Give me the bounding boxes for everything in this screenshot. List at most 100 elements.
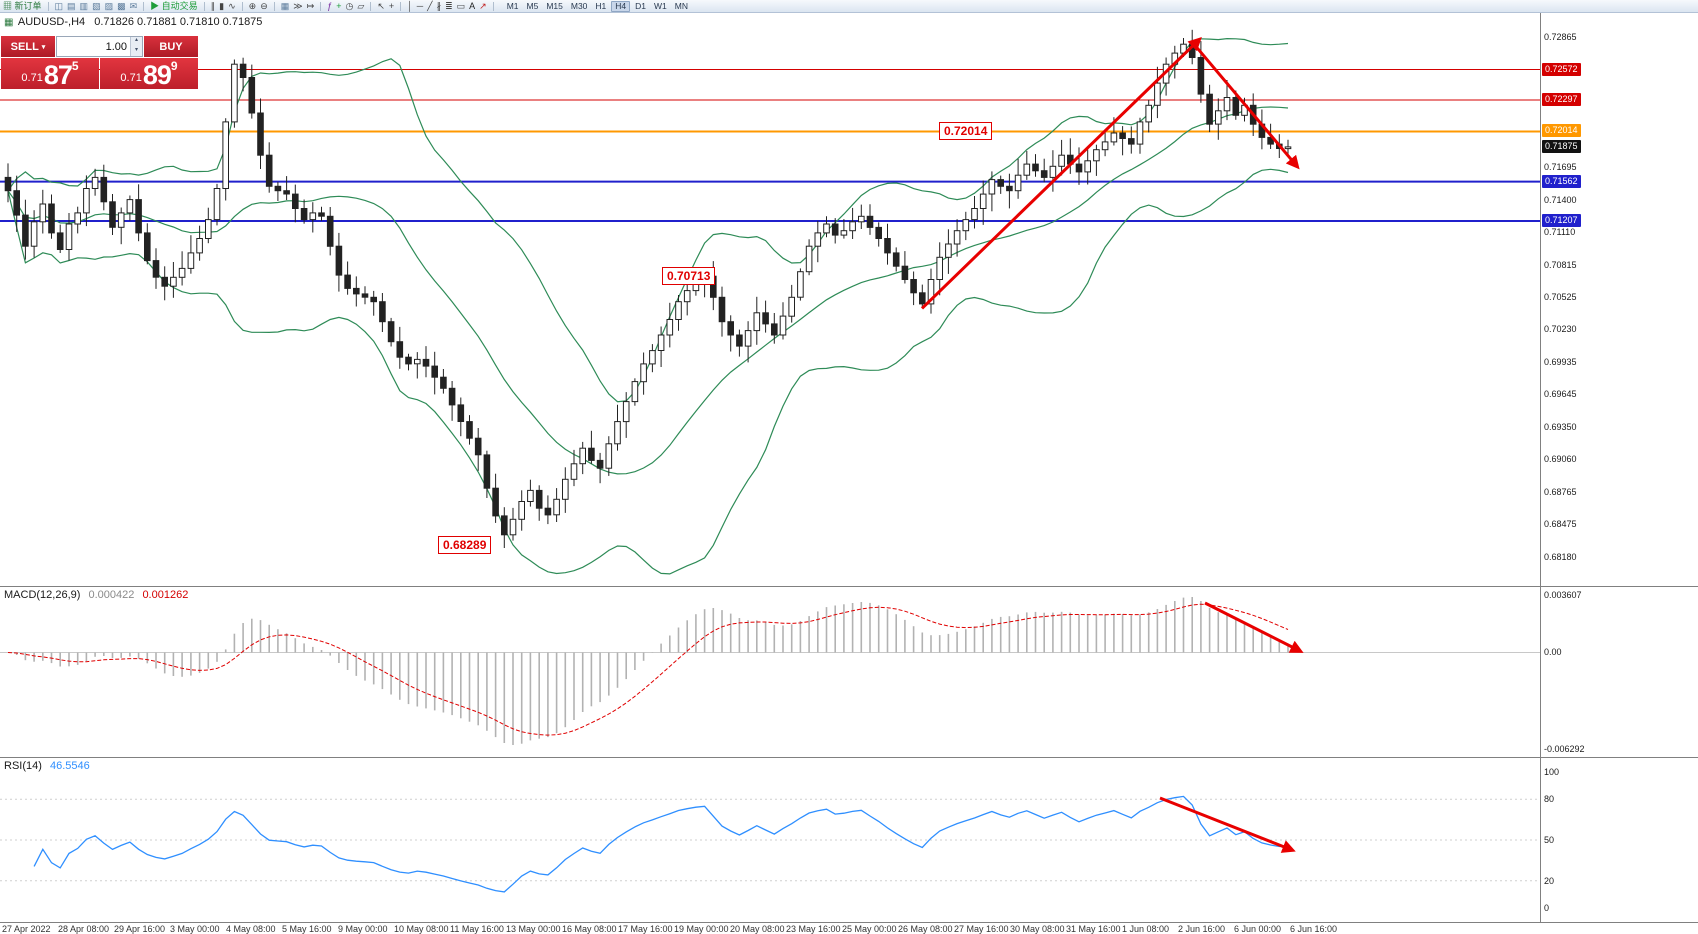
timeframe-m15[interactable]: M15 bbox=[546, 0, 563, 11]
price-tick-label: 0.69645 bbox=[1544, 389, 1577, 400]
new-order-icon[interactable]: ▦ 新订单 bbox=[3, 0, 42, 11]
price-tick-label: 0.68765 bbox=[1544, 487, 1577, 498]
vertical-line-icon[interactable]: │ bbox=[407, 0, 413, 11]
sell-price-pip: 5 bbox=[71, 59, 79, 73]
autotrading-icon[interactable]: ▶ 自动交易 bbox=[150, 0, 198, 11]
timeframe-h1[interactable]: H1 bbox=[595, 0, 607, 11]
time-label: 31 May 16:00 bbox=[1066, 924, 1121, 934]
add-indicator-icon[interactable]: + bbox=[336, 0, 342, 11]
timeframe-d1[interactable]: D1 bbox=[635, 0, 647, 11]
toolbar-separator bbox=[273, 1, 275, 11]
macd-trend-arrow bbox=[1204, 601, 1304, 653]
timeframe-h4[interactable]: H4 bbox=[611, 0, 631, 12]
rsi-panel[interactable]: RSI(14) 46.5546 100 80 50 20 0 bbox=[0, 757, 1698, 922]
templates-icon[interactable]: ▱ bbox=[357, 0, 365, 11]
volume-down-button[interactable]: ▾ bbox=[134, 46, 138, 53]
buy-button-label: BUY bbox=[159, 40, 183, 53]
toolbar-separator bbox=[143, 1, 145, 11]
trendline-icon[interactable]: ╱ bbox=[427, 0, 433, 11]
periods-icon[interactable]: ◷ bbox=[345, 0, 354, 11]
auto-scroll-icon[interactable]: ≫ bbox=[293, 0, 303, 11]
toolbar-separator bbox=[400, 1, 402, 11]
candlestick-chart-icon[interactable]: ▮ bbox=[219, 0, 225, 11]
rsi-axis-label: 80 bbox=[1544, 794, 1555, 805]
buy-button[interactable]: BUY bbox=[144, 36, 198, 57]
timeframe-m30[interactable]: M30 bbox=[570, 0, 588, 11]
time-label: 2 Jun 16:00 bbox=[1178, 924, 1226, 934]
shapes-icon[interactable]: ▭ bbox=[456, 0, 466, 11]
macd-plot[interactable] bbox=[0, 587, 1540, 758]
channel-icon[interactable]: ∦ bbox=[436, 0, 442, 11]
toolbar-icons: ▦ 新订单 ◫ ▤ ▥ ▧ ▨ ▩ ✉ ▶ 自动交易 ∥ ▮ ∿ ⊕ ⊖ ▦ ≫ ↦ ƒ + ◷ ▱ ↖ + │ ─ ╱ ∦ ≣ ▭ A ↗ bbox=[3, 1, 496, 12]
bar-chart-icon[interactable]: ∥ bbox=[210, 0, 216, 11]
rsi-axis-label: 20 bbox=[1544, 875, 1555, 886]
rsi-plot[interactable] bbox=[0, 758, 1540, 923]
time-label: 29 Apr 16:00 bbox=[114, 924, 166, 934]
rsi-value: 46.5546 bbox=[49, 760, 90, 772]
indicators-icon[interactable]: ƒ bbox=[327, 0, 333, 11]
rsi-trend-arrow bbox=[1159, 796, 1296, 853]
toolbar-separator bbox=[492, 1, 494, 11]
price-line-label: 0.72572 bbox=[1542, 62, 1581, 76]
profiles-icon[interactable]: ▤ bbox=[67, 0, 76, 11]
mail-icon[interactable]: ✉ bbox=[129, 0, 138, 11]
time-label: 1 Jun 08:00 bbox=[1122, 924, 1170, 934]
price-line-label: 0.71207 bbox=[1542, 214, 1581, 228]
text-label-icon[interactable]: A bbox=[469, 0, 476, 11]
price-line-label: 0.72014 bbox=[1542, 124, 1581, 138]
zoom-in-icon[interactable]: ⊕ bbox=[248, 0, 257, 11]
main-chart-plot[interactable] bbox=[0, 13, 1540, 586]
timeframe-w1[interactable]: W1 bbox=[654, 0, 667, 11]
macd-panel[interactable]: MACD(12,26,9) 0.000422 0.001262 0.003607… bbox=[0, 586, 1698, 757]
navigator-icon[interactable]: ▨ bbox=[104, 0, 114, 11]
arrow-tool-icon[interactable]: ↗ bbox=[479, 0, 487, 11]
sell-options-caret-icon: ▾ bbox=[41, 43, 46, 51]
volume-input[interactable]: 1.00 ▴ ▾ bbox=[56, 36, 143, 57]
macd-axis-label: 0.00 bbox=[1544, 647, 1562, 658]
data-window-icon[interactable]: ▧ bbox=[92, 0, 101, 11]
zoom-out-icon[interactable]: ⊖ bbox=[260, 0, 268, 11]
price-tick-label: 0.69060 bbox=[1544, 454, 1577, 465]
chart-icon: ▦ bbox=[4, 17, 14, 28]
volume-up-button[interactable]: ▴ bbox=[134, 37, 138, 43]
fibonacci-icon[interactable]: ≣ bbox=[445, 0, 453, 11]
macd-axis-label: 0.003607 bbox=[1544, 590, 1582, 600]
market-watch-icon[interactable]: ▥ bbox=[79, 0, 89, 11]
timeframe-m1[interactable]: M1 bbox=[506, 0, 519, 11]
sell-price-button[interactable]: 0.71 87 5 bbox=[1, 58, 99, 89]
sell-button[interactable]: SELL ▾ bbox=[1, 36, 55, 57]
time-label: 3 May 00:00 bbox=[170, 924, 220, 934]
time-label: 27 Apr 2022 bbox=[2, 924, 51, 934]
charts-grid-icon[interactable]: ◫ bbox=[54, 0, 64, 11]
terminal-icon[interactable]: ▩ bbox=[117, 0, 126, 11]
buy-price-button[interactable]: 0.71 89 9 bbox=[100, 58, 198, 89]
time-label: 20 May 08:00 bbox=[730, 924, 785, 934]
time-label: 13 May 00:00 bbox=[506, 924, 561, 934]
time-label: 11 May 16:00 bbox=[450, 924, 504, 934]
rsi-axis-label: 50 bbox=[1544, 835, 1555, 845]
sell-price-big: 87 bbox=[43, 60, 73, 90]
line-chart-icon[interactable]: ∿ bbox=[228, 0, 236, 11]
time-label: 16 May 08:00 bbox=[562, 924, 617, 934]
price-tick-label: 0.69935 bbox=[1544, 357, 1577, 368]
time-axis: 27 Apr 2022 28 Apr 08:00 29 Apr 16:00 3 May… bbox=[0, 922, 1698, 934]
timeframe-m5[interactable]: M5 bbox=[526, 0, 539, 11]
trend-arrows bbox=[920, 36, 1300, 310]
time-label: 4 May 08:00 bbox=[226, 924, 276, 934]
crosshair-icon[interactable]: + bbox=[388, 0, 395, 11]
time-label: 6 Jun 00:00 bbox=[1234, 924, 1282, 934]
timeframe-mn[interactable]: MN bbox=[674, 0, 689, 11]
tile-windows-icon[interactable]: ▦ bbox=[280, 0, 290, 11]
time-label: 9 May 00:00 bbox=[338, 924, 388, 934]
time-label: 30 May 08:00 bbox=[1010, 924, 1065, 934]
main-chart-panel[interactable]: ▦ AUDUSD-,H4 0.71826 0.71881 0.71810 0.7… bbox=[0, 13, 1698, 586]
price-tick-label: 0.70230 bbox=[1544, 324, 1577, 335]
horizontal-line-icon[interactable]: ─ bbox=[416, 0, 424, 11]
cursor-icon[interactable]: ↖ bbox=[377, 0, 385, 11]
time-label: 19 May 00:00 bbox=[674, 924, 729, 934]
timeframe-bar: M1 M5 M15 M30 H1 H4 D1 W1 MN bbox=[504, 0, 691, 12]
price-axis: 0.72865 0.71695 0.71400 0.71110 0.70815 0.705… bbox=[1540, 13, 1698, 586]
rsi-axis: 100 80 50 20 0 bbox=[1540, 758, 1698, 922]
time-label: 10 May 08:00 bbox=[394, 924, 449, 934]
chart-shift-icon[interactable]: ↦ bbox=[306, 0, 315, 11]
